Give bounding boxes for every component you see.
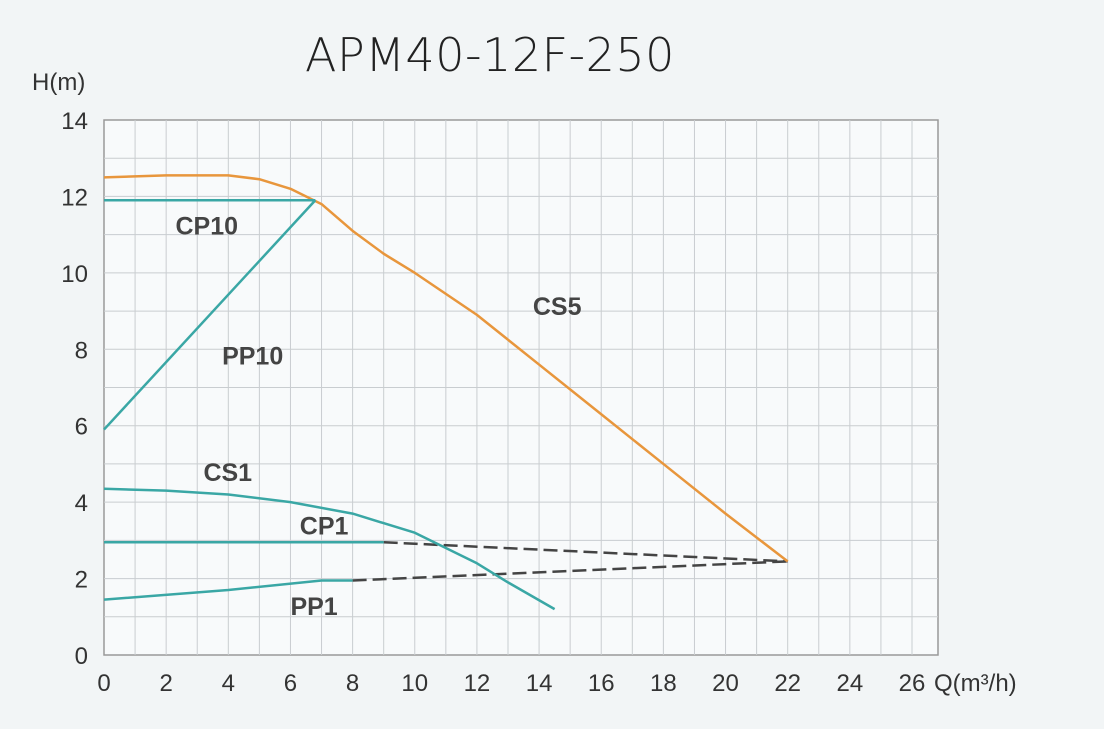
y-tick-label: 8 [75,337,88,364]
x-tick-label: 18 [650,670,677,697]
chart-title: APM40-12F-250 [305,28,675,82]
x-tick-label: 16 [588,670,615,697]
y-tick-label: 10 [61,261,88,288]
y-tick-label: 6 [75,414,88,441]
x-tick-label: 0 [97,670,110,697]
y-axis-label: H(m) [32,69,85,96]
dashed-line-pp1 [352,560,788,582]
x-axis-label: Q(m³/h) [934,670,1017,697]
x-tick-label: 6 [284,670,297,697]
series-label-pp10: PP10 [222,343,283,371]
curve-cs5 [103,174,789,563]
series-label-cp10: CP10 [175,213,238,241]
series-label-cs5: CS5 [533,293,582,321]
dashed-line-cp1 [383,541,788,563]
y-tick-label: 2 [75,567,88,594]
curve-pp10 [103,199,317,431]
x-tick-label: 14 [526,670,553,697]
y-tick-label: 14 [61,108,88,135]
curve-cs1 [103,487,556,611]
x-tick-label: 26 [899,670,926,697]
x-tick-label: 12 [464,670,491,697]
x-tick-label: 22 [774,670,801,697]
x-tick-label: 20 [712,670,739,697]
y-tick-label: 4 [75,490,88,517]
x-tick-label: 8 [346,670,359,697]
y-tick-label: 12 [61,184,88,211]
x-tick-label: 24 [836,670,863,697]
series-label-cp1: CP1 [300,513,349,541]
x-tick-label: 10 [401,670,428,697]
x-tick-label: 4 [222,670,235,697]
curve-pp1 [103,579,353,601]
x-tick-label: 2 [159,670,172,697]
y-tick-label: 0 [75,643,88,670]
series-label-cs1: CS1 [203,459,252,487]
series-label-pp1: PP1 [290,593,337,621]
